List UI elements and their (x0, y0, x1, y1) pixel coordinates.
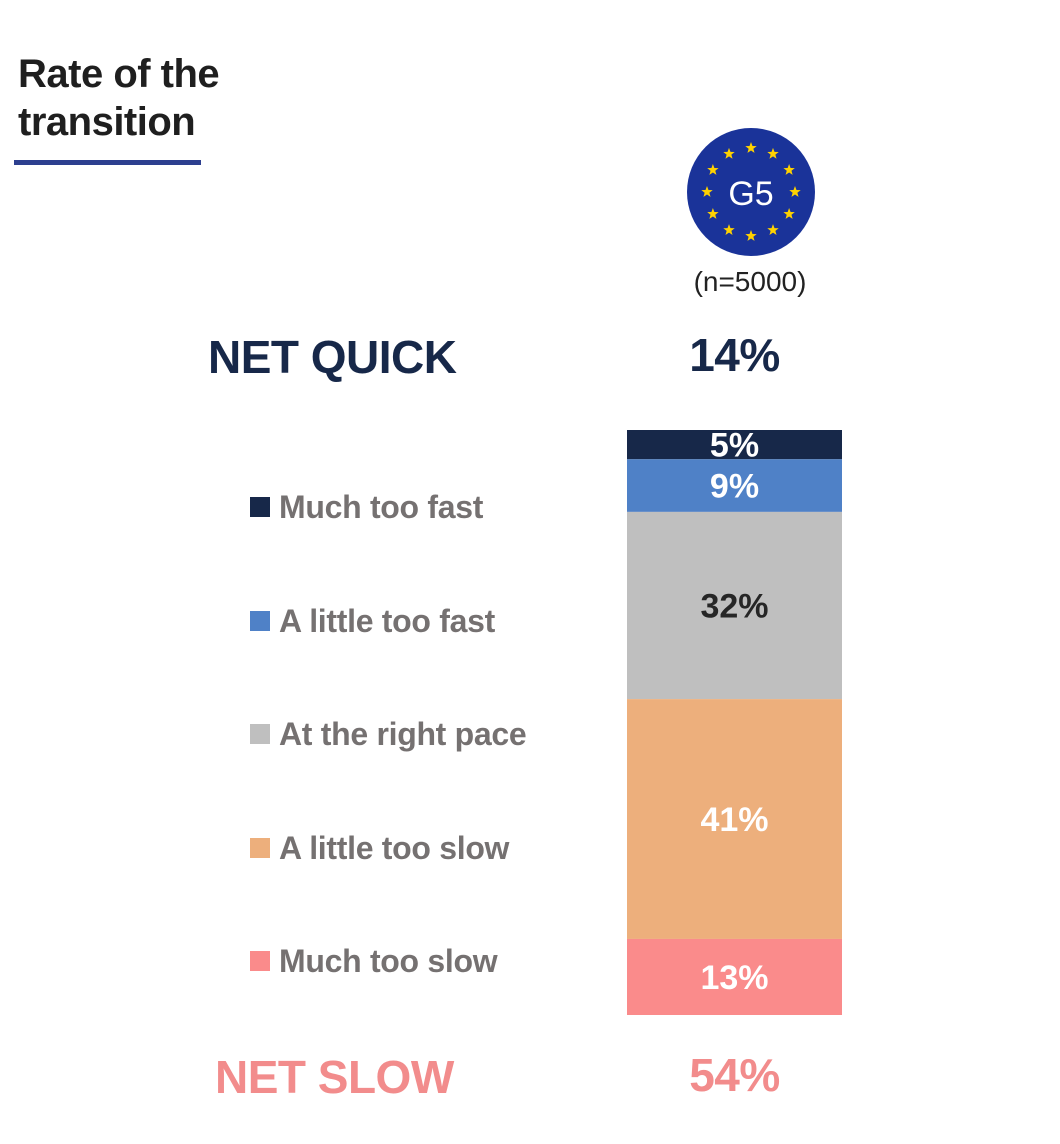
star-icon (783, 164, 795, 175)
net-quick-label: NET QUICK (208, 331, 457, 383)
legend-item: Much too slow (250, 941, 498, 981)
star-icon (767, 147, 779, 159)
data-label-0: 5% (710, 427, 759, 465)
legend-item: A little too slow (250, 828, 509, 868)
legend-item: A little too fast (250, 601, 495, 641)
data-label-2: 32% (700, 588, 768, 626)
bar-segment-1 (627, 459, 842, 512)
legend-label: At the right pace (279, 715, 527, 752)
legend-label: A little too slow (279, 829, 510, 866)
g5-badge: G5 (686, 127, 816, 257)
bar-segment-3 (627, 699, 842, 939)
title-underline (14, 160, 201, 165)
legend-item: At the right pace (250, 714, 527, 754)
badge-text: G5 (728, 175, 773, 213)
bar-segment-4 (627, 938, 842, 1015)
bar-segment-2 (627, 511, 842, 700)
star-icon (745, 230, 757, 241)
data-label-1: 9% (710, 468, 759, 506)
sample-size: (n=5000) (693, 266, 807, 297)
legend-swatch (250, 838, 270, 858)
net-slow-value: 54% (689, 1049, 780, 1101)
legend-item: Much too fast (250, 487, 483, 527)
badge-circle (687, 128, 815, 256)
legend-label: A little too fast (279, 602, 495, 639)
net-quick-value: 14% (689, 329, 780, 381)
data-label-4: 13% (700, 959, 768, 997)
star-icon (789, 186, 801, 197)
data-label-3: 41% (700, 801, 768, 839)
star-icon (707, 208, 719, 219)
legend-swatch (250, 611, 270, 631)
legend-swatch (250, 724, 270, 744)
star-icon (723, 224, 735, 235)
eu-flag-icon: G5 (687, 128, 815, 256)
star-icon (701, 186, 713, 197)
star-icon (745, 142, 757, 153)
legend-label: Much too slow (279, 942, 498, 979)
bar-segment-0 (627, 430, 842, 460)
chart-title: Rate of the transition (18, 52, 220, 144)
legend-swatch (250, 951, 270, 971)
star-icon (783, 208, 795, 219)
star-icon (723, 147, 735, 159)
star-icon (707, 164, 719, 175)
net-slow-label: NET SLOW (215, 1051, 454, 1103)
legend-swatch (250, 497, 270, 517)
legend-label: Much too fast (279, 488, 484, 525)
star-icon (767, 224, 779, 235)
